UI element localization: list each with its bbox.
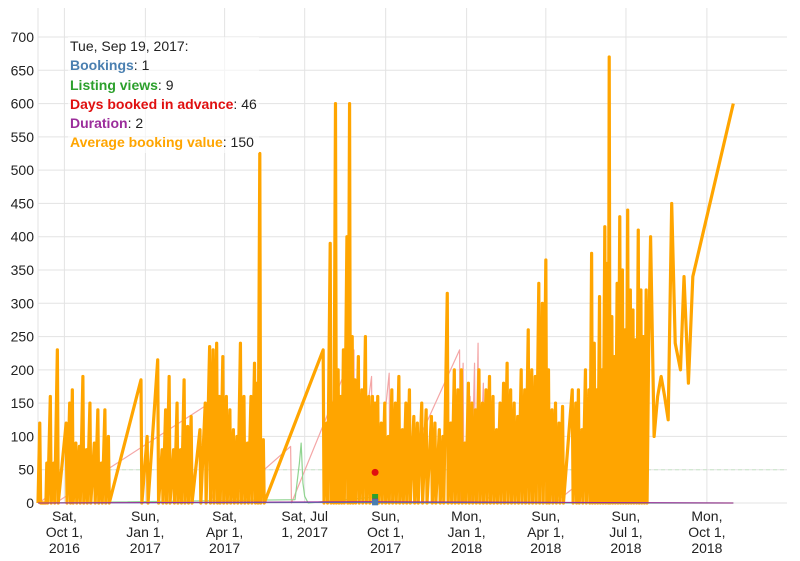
x-tick-label: Sat, Oct 1, 2016 <box>46 508 83 556</box>
marker-bookings <box>372 499 379 506</box>
series-line-avg-booking-value <box>36 55 735 505</box>
y-tick-label: 550 <box>11 129 35 145</box>
x-axis: Sat, Oct 1, 2016 Sun, Jan 1, 2017 Sat, Apr 1, 20… <box>46 508 726 556</box>
tooltip-date: Tue, Sep 19, 2017: <box>70 38 189 54</box>
tooltip-label-days-booked: Days booked in advance <box>70 95 234 112</box>
y-tick-label: 700 <box>11 29 35 45</box>
y-tick-label: 150 <box>11 395 35 411</box>
highlight-markers <box>371 468 379 506</box>
x-tick-label: Sat, Jul 1, 2017 <box>281 508 328 540</box>
y-tick-label: 650 <box>11 62 35 78</box>
x-tick-label: Mon, Oct 1, 2018 <box>688 508 725 556</box>
y-tick-label: 200 <box>11 362 35 378</box>
tooltip-value-duration: 2 <box>135 115 144 132</box>
tooltip-label-avg-value: Average booking value <box>70 134 223 151</box>
tooltip-value-bookings: 1 <box>141 57 150 74</box>
tooltip-value-avg-value: 150 <box>230 134 254 151</box>
tooltip-row-listing-views: Listing views: 9 <box>70 76 174 93</box>
tooltip-row-bookings: Bookings: 1 <box>70 57 150 74</box>
y-tick-label: 400 <box>11 229 35 245</box>
tooltip-value-listing-views: 9 <box>165 76 174 93</box>
y-tick-label: 350 <box>11 262 35 278</box>
x-tick-label: Sun, Oct 1, 2017 <box>367 508 404 556</box>
y-axis: 0 50 100 150 200 250 300 350 400 450 500 550 600 650 7… <box>11 29 35 511</box>
tooltip-row-avg-value: Average booking value: 150 <box>70 134 254 151</box>
marker-days-booked <box>371 468 379 476</box>
y-tick-label: 450 <box>11 195 35 211</box>
tooltip-label-bookings: Bookings <box>70 57 134 74</box>
marker-listing-views <box>372 494 379 501</box>
tooltip-value-days-booked: 46 <box>241 95 257 112</box>
y-tick-label: 0 <box>26 495 34 511</box>
x-tick-label: Sat, Apr 1, 2017 <box>206 508 243 556</box>
x-tick-label: Mon, Jan 1, 2018 <box>448 508 486 556</box>
y-tick-label: 500 <box>11 162 35 178</box>
y-tick-label: 50 <box>18 462 34 478</box>
y-tick-label: 300 <box>11 295 35 311</box>
tooltip-label-duration: Duration <box>70 115 128 132</box>
tooltip-row-days-booked: Days booked in advance: 46 <box>70 95 257 112</box>
y-tick-label: 600 <box>11 96 35 112</box>
x-tick-label: Sun, Jan 1, 2017 <box>126 508 164 556</box>
y-tick-label: 250 <box>11 329 35 345</box>
tooltip-row-duration: Duration: 2 <box>70 115 144 132</box>
y-tick-label: 100 <box>11 428 35 444</box>
tooltip-legend: Tue, Sep 19, 2017: Bookings: 1 Listing v… <box>68 37 259 153</box>
x-tick-label: Sun, Jul 1, 2018 <box>609 508 642 556</box>
x-tick-label: Sun, Apr 1, 2018 <box>527 508 564 556</box>
tooltip-label-listing-views: Listing views <box>70 76 158 93</box>
